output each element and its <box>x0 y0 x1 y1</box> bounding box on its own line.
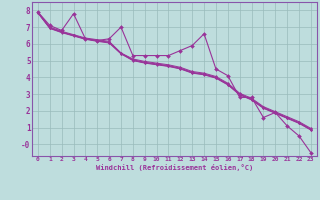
X-axis label: Windchill (Refroidissement éolien,°C): Windchill (Refroidissement éolien,°C) <box>96 164 253 171</box>
